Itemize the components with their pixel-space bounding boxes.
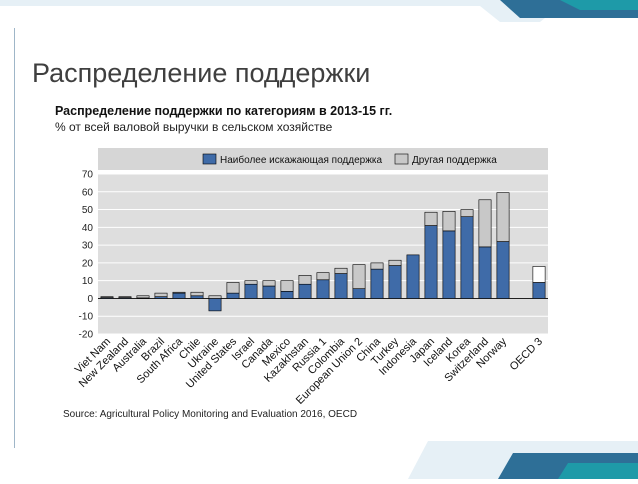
slide-title: Распределение поддержки	[32, 58, 371, 88]
chart-subtitle: % от всей валовой выручки в сельском хоз…	[55, 120, 333, 134]
header-decoration-shape	[0, 0, 638, 22]
y-tick-label: 0	[87, 294, 93, 305]
bar-most-distorting	[244, 283, 258, 299]
footer-decoration-shape	[408, 441, 638, 479]
bar-other-support	[460, 209, 474, 217]
footer-decoration	[238, 439, 638, 479]
bar-other-support	[316, 272, 330, 281]
bar-most-distorting	[406, 254, 420, 299]
source-note: Source: Agricultural Policy Monitoring a…	[63, 409, 358, 420]
bar-most-distorting	[532, 282, 546, 299]
bar-other-support	[370, 262, 384, 270]
legend-swatch-other	[394, 153, 409, 165]
bar-most-distorting	[226, 292, 240, 299]
y-tick-label: 70	[82, 170, 94, 181]
y-tick-label: 50	[82, 205, 94, 216]
y-tick-label: 20	[82, 258, 94, 269]
chart-title: Распределение поддержки по категориям в …	[55, 104, 393, 118]
bar-other-support	[442, 211, 456, 232]
bar-most-distorting	[280, 291, 294, 299]
bar-other-support	[226, 282, 240, 294]
bar-most-distorting	[352, 288, 366, 299]
bar-most-distorting	[298, 283, 312, 299]
x-category-label: OECD 3	[508, 336, 545, 373]
bar-other-support	[262, 280, 276, 287]
y-tick-label: -10	[79, 312, 94, 323]
bar-most-distorting	[424, 225, 438, 299]
bar-most-distorting	[460, 216, 474, 299]
bar-other-support	[208, 295, 222, 299]
legend-swatch-most-distorting	[202, 153, 217, 165]
bar-most-distorting	[370, 268, 384, 299]
bar-other-support	[388, 259, 402, 266]
bar-most-distorting	[172, 292, 186, 299]
legend-band	[98, 148, 548, 170]
legend-label-other: Другая поддержка	[412, 155, 497, 166]
bar-other-support	[136, 295, 150, 299]
bar-most-distorting	[496, 241, 510, 299]
y-tick-label: 10	[82, 276, 94, 287]
y-tick-label: 30	[82, 241, 94, 252]
bar-other-support	[280, 280, 294, 292]
bar-most-distorting	[262, 285, 276, 299]
bar-other-support	[244, 280, 258, 285]
bar-other-support	[298, 275, 312, 285]
bar-most-distorting	[442, 230, 456, 299]
bar-most-distorting	[316, 279, 330, 299]
bar-other-support	[172, 291, 186, 294]
bar-other-support	[190, 291, 204, 297]
bar-most-distorting	[478, 246, 492, 299]
bar-other-support	[154, 292, 168, 297]
legend-label-most-distorting: Наиболее искажающая поддержка	[220, 154, 382, 166]
y-tick-label: -20	[79, 330, 94, 341]
y-tick-label: 60	[82, 187, 94, 198]
bar-other-support	[424, 211, 438, 226]
y-tick-label: 40	[82, 223, 94, 234]
bar-other-support	[100, 296, 114, 298]
bar-other-support	[496, 192, 510, 242]
left-guide-line	[14, 28, 15, 448]
bar-other-support	[334, 267, 348, 274]
bar-most-distorting	[388, 265, 402, 299]
bar-most-distorting	[334, 273, 348, 299]
header-decoration	[0, 0, 638, 28]
bar-most-distorting	[190, 295, 204, 299]
bar-other-support	[532, 266, 546, 283]
bar-other-support	[352, 264, 366, 289]
bar-most-distorting	[208, 298, 222, 312]
bar-other-support	[478, 199, 492, 248]
bar-other-support	[118, 296, 132, 298]
